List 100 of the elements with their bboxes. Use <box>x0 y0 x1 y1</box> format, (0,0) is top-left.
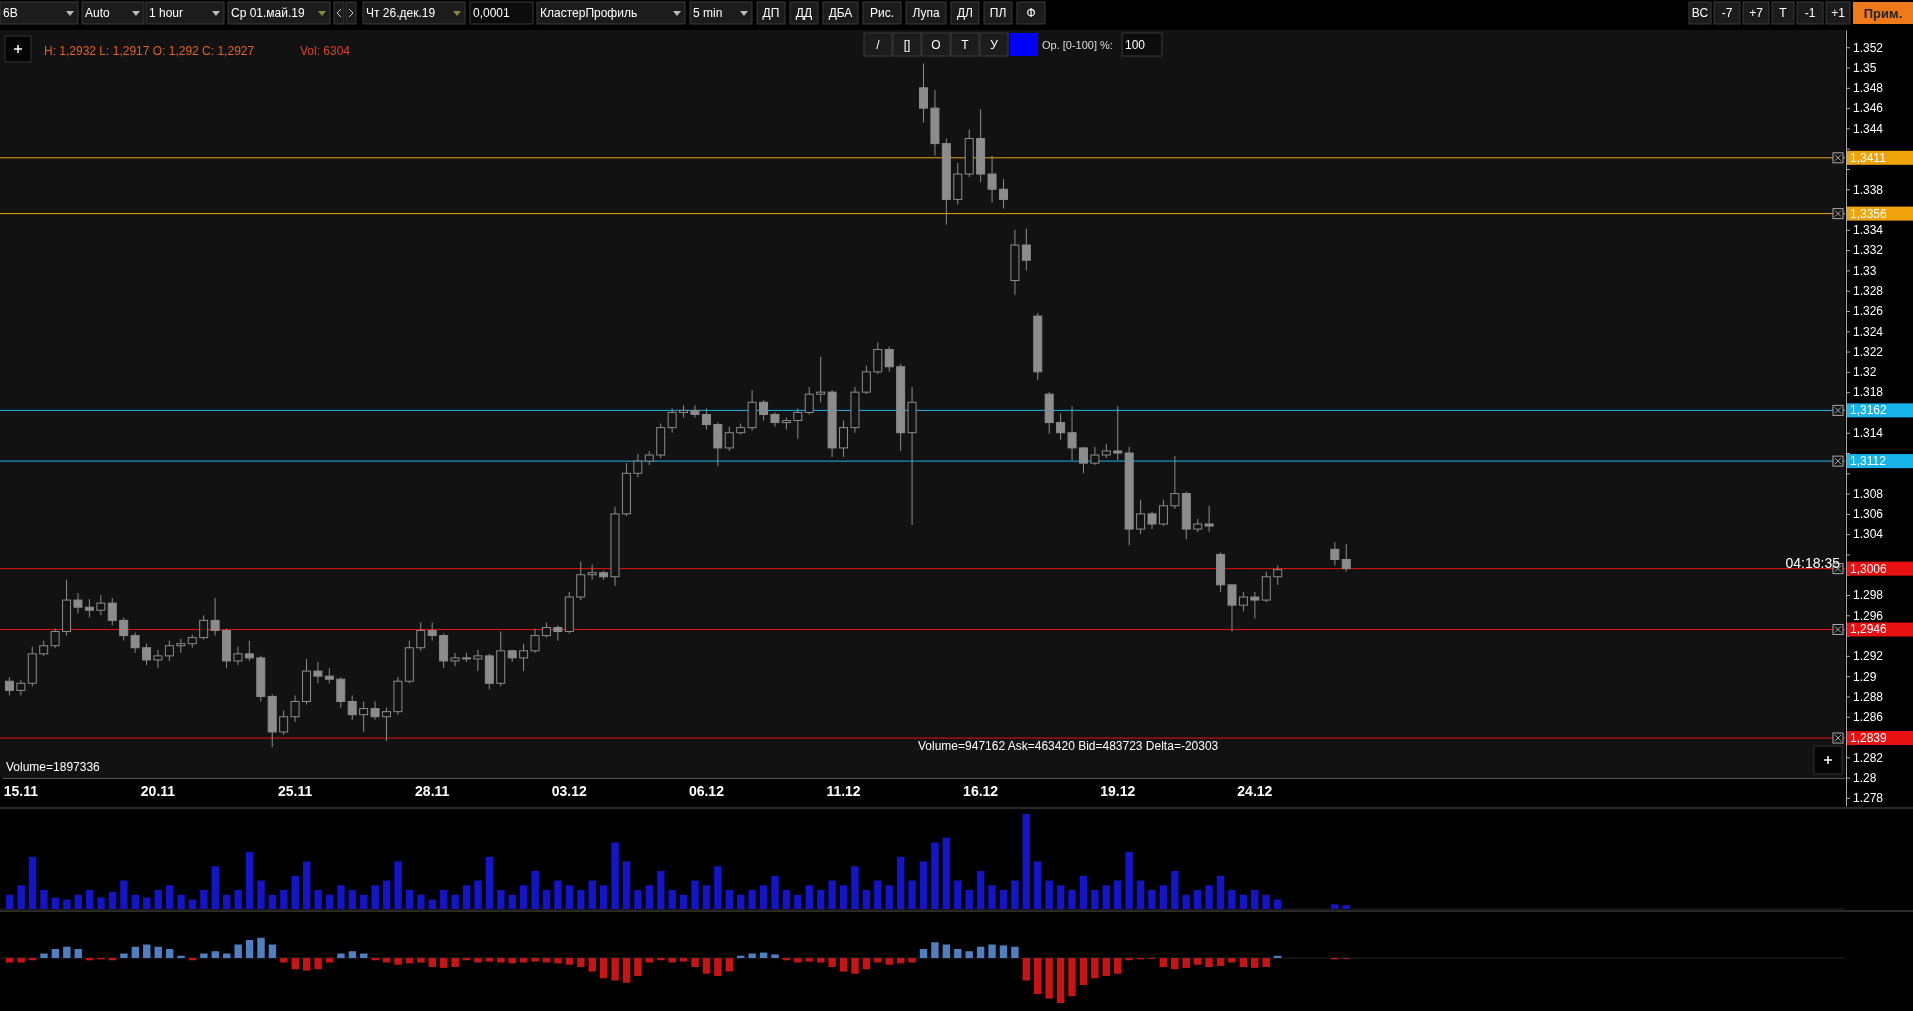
candlestick <box>1238 591 1248 612</box>
bar <box>771 875 779 909</box>
bar <box>302 861 311 909</box>
candlestick <box>919 62 928 123</box>
bar <box>417 894 425 909</box>
bar <box>280 890 288 909</box>
bar <box>1034 958 1042 994</box>
ref-line-label: 1,2946 <box>1850 622 1888 637</box>
candlestick <box>96 594 106 616</box>
candlestick <box>713 422 723 467</box>
bar <box>485 856 494 909</box>
candlestick <box>370 701 380 721</box>
bar <box>405 890 414 909</box>
candlestick <box>4 676 14 696</box>
bar <box>759 885 768 909</box>
bar <box>565 958 574 965</box>
bar <box>451 958 459 967</box>
candlestick <box>1067 405 1077 461</box>
bar <box>1228 890 1236 909</box>
bar <box>931 842 939 909</box>
bar <box>1091 958 1099 979</box>
text: -7 <box>1721 6 1733 20</box>
x-tick-label: 16.12 <box>963 783 999 800</box>
bar <box>976 946 985 958</box>
bar <box>428 958 437 967</box>
y-tick-label: 1.348 <box>1853 81 1884 96</box>
bar <box>520 958 528 963</box>
bar <box>828 880 836 909</box>
bar <box>120 880 128 909</box>
candlestick <box>336 676 346 709</box>
bar <box>382 880 391 909</box>
bar <box>97 897 105 909</box>
candlestick <box>50 627 60 649</box>
text: ДЛ <box>956 6 974 20</box>
bar <box>976 871 985 909</box>
candlestick <box>279 710 289 736</box>
bar <box>154 946 162 958</box>
bar <box>622 958 631 983</box>
y-tick-label: 1.332 <box>1853 243 1884 258</box>
annotation: / <box>876 37 881 52</box>
bar <box>1102 958 1110 976</box>
bar <box>120 953 128 958</box>
bar <box>371 885 379 909</box>
candlestick <box>164 640 174 662</box>
bar <box>874 880 882 909</box>
ref-line-label: 1,3356 <box>1850 206 1888 221</box>
bar <box>474 958 482 963</box>
bar <box>794 958 802 963</box>
bar <box>337 885 345 909</box>
bar <box>668 890 676 909</box>
bar <box>17 885 25 909</box>
bar <box>1113 958 1122 974</box>
bar <box>714 866 722 909</box>
candlestick <box>84 598 94 618</box>
bar <box>542 958 551 963</box>
bar <box>234 944 242 958</box>
ref-line-label: 1,3162 <box>1850 403 1888 418</box>
text: 6B <box>3 6 18 20</box>
candlestick <box>1273 565 1283 586</box>
bar <box>1079 875 1088 909</box>
bar <box>748 890 756 909</box>
bar <box>942 944 951 958</box>
y-tick-label: 1.282 <box>1853 750 1884 765</box>
bar <box>1159 885 1168 909</box>
bar <box>1171 958 1179 970</box>
ref-line-label: 1,3006 <box>1850 561 1888 576</box>
bar <box>954 880 962 909</box>
bar <box>816 958 825 963</box>
candlestick <box>1341 543 1351 573</box>
bar <box>885 958 893 965</box>
candlestick <box>987 155 997 203</box>
bar <box>577 958 585 967</box>
bar <box>588 958 596 972</box>
bar <box>896 856 905 909</box>
bar <box>634 958 642 976</box>
bar <box>1125 852 1133 909</box>
bar <box>1182 894 1190 909</box>
x-tick-label: 20.11 <box>140 783 176 800</box>
bar <box>1102 885 1110 909</box>
x-tick-label: 06.12 <box>688 783 725 800</box>
bar <box>657 871 665 909</box>
bar <box>702 885 711 909</box>
bar <box>348 951 357 958</box>
bar <box>520 885 528 909</box>
bar <box>1171 871 1179 909</box>
candlestick <box>1078 446 1088 474</box>
bar <box>862 890 871 909</box>
x-tick-label: 03.12 <box>551 783 588 800</box>
candlestick <box>359 701 369 733</box>
bar <box>325 894 334 909</box>
bar <box>931 942 939 958</box>
bar <box>143 897 151 909</box>
candlestick <box>153 649 163 669</box>
text: 5 min <box>693 6 723 20</box>
y-tick-label: 1.346 <box>1853 101 1884 116</box>
bar <box>1045 880 1053 909</box>
bar <box>508 894 517 909</box>
bar <box>1330 904 1339 909</box>
y-tick-label: 1.338 <box>1853 182 1884 197</box>
bar <box>839 885 848 909</box>
